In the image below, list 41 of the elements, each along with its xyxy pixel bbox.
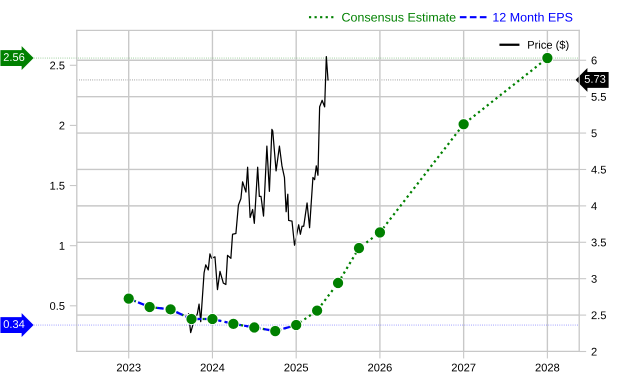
point — [458, 118, 470, 130]
y-tick-label: 1.5 — [50, 182, 65, 190]
point — [332, 276, 344, 289]
y2-tick-label: 5 — [591, 129, 597, 138]
ref-line-label: 0.34 — [4, 320, 24, 328]
y2-tick-label: 6 — [592, 56, 597, 64]
point — [227, 318, 240, 330]
y-tick-label: 2 — [59, 122, 64, 130]
y2-tick-label: 4 — [591, 202, 597, 210]
legend-label: Price ($) — [528, 40, 569, 51]
point — [374, 226, 386, 238]
x-tick-label: 2027 — [452, 364, 476, 372]
point — [269, 325, 282, 338]
x-tick-label: 2024 — [200, 364, 224, 372]
y-tick-label: 1 — [60, 242, 64, 250]
y2-tick-label: 5.5 — [591, 93, 606, 101]
ref-line-label: 2.56 — [4, 53, 24, 62]
legend-label: Consensus Estimate — [342, 12, 456, 22]
point — [541, 52, 554, 64]
y2-tick-label: 2.5 — [592, 311, 606, 320]
point — [353, 242, 365, 254]
x-tick-label: 2026 — [368, 364, 392, 372]
point — [164, 303, 177, 316]
y2-tick-label: 3 — [591, 274, 597, 283]
point — [122, 292, 135, 305]
x-tick-label: 2025 — [284, 364, 308, 372]
y2-tick-label: 3.5 — [591, 238, 606, 246]
point — [206, 313, 218, 326]
y-tick-label: 0.5 — [50, 302, 65, 310]
legend-label: 12 Month EPS — [493, 12, 572, 22]
y-tick-label: 2.5 — [50, 62, 65, 70]
point — [186, 313, 198, 326]
ref-line-label: 5.73 — [584, 75, 606, 83]
x-tick-label: 2023 — [116, 364, 141, 372]
x-tick-label: 2028 — [536, 364, 560, 372]
y2-tick-label: 2 — [592, 348, 597, 356]
y2-tick-label: 4.5 — [591, 166, 606, 174]
point — [248, 321, 260, 334]
point — [144, 301, 156, 313]
point — [290, 319, 302, 332]
point — [311, 304, 324, 317]
